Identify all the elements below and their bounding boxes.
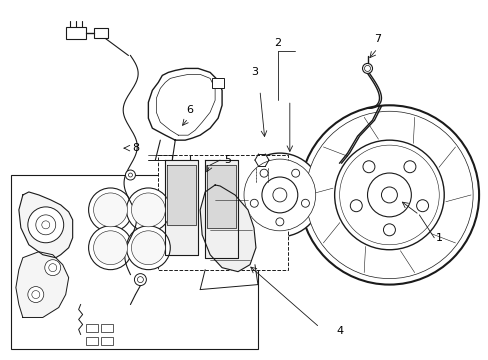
Circle shape <box>301 199 309 207</box>
Circle shape <box>291 169 299 177</box>
Text: 2: 2 <box>274 37 281 48</box>
Circle shape <box>305 111 472 279</box>
Text: 1: 1 <box>435 233 442 243</box>
Circle shape <box>134 274 146 285</box>
Circle shape <box>28 287 44 302</box>
Text: 6: 6 <box>186 105 193 115</box>
Circle shape <box>88 226 132 270</box>
Circle shape <box>334 140 443 250</box>
Circle shape <box>367 173 410 217</box>
Bar <box>85 337 98 345</box>
Text: 4: 4 <box>335 327 343 336</box>
Circle shape <box>126 226 170 270</box>
Circle shape <box>362 161 374 173</box>
Text: 3: 3 <box>251 67 258 77</box>
Circle shape <box>364 66 370 71</box>
Polygon shape <box>19 192 73 258</box>
Circle shape <box>339 145 438 245</box>
Bar <box>11 175 258 349</box>
Bar <box>212 78 224 88</box>
Circle shape <box>244 159 315 231</box>
Circle shape <box>28 207 63 243</box>
Circle shape <box>126 188 170 232</box>
Circle shape <box>383 224 395 236</box>
Circle shape <box>238 153 321 237</box>
Circle shape <box>93 231 127 265</box>
Circle shape <box>250 199 258 207</box>
Polygon shape <box>205 160 238 258</box>
Circle shape <box>32 291 40 298</box>
Circle shape <box>260 169 267 177</box>
Text: 5: 5 <box>224 155 231 165</box>
Circle shape <box>137 276 143 283</box>
Polygon shape <box>167 165 196 225</box>
Circle shape <box>128 173 132 177</box>
Circle shape <box>381 187 397 203</box>
Circle shape <box>93 193 127 227</box>
Bar <box>158 155 287 270</box>
Circle shape <box>362 63 372 73</box>
Circle shape <box>88 188 132 232</box>
Text: 7: 7 <box>373 33 380 44</box>
Circle shape <box>131 231 165 265</box>
Bar <box>93 28 107 37</box>
Polygon shape <box>200 185 255 272</box>
Circle shape <box>349 200 362 212</box>
Polygon shape <box>16 252 68 318</box>
Circle shape <box>275 218 283 226</box>
Bar <box>85 324 98 332</box>
Polygon shape <box>207 165 236 228</box>
Circle shape <box>41 221 50 229</box>
Bar <box>101 337 112 345</box>
Circle shape <box>36 215 56 235</box>
Text: 8: 8 <box>132 143 139 153</box>
Circle shape <box>403 161 415 173</box>
Circle shape <box>49 264 57 272</box>
Circle shape <box>262 177 297 213</box>
Circle shape <box>125 170 135 180</box>
Circle shape <box>45 260 61 276</box>
Circle shape <box>299 105 478 285</box>
Circle shape <box>416 200 427 212</box>
Polygon shape <box>165 160 198 255</box>
Bar <box>65 27 85 39</box>
Bar <box>101 324 112 332</box>
Circle shape <box>131 193 165 227</box>
Polygon shape <box>148 68 222 140</box>
Circle shape <box>272 188 286 202</box>
